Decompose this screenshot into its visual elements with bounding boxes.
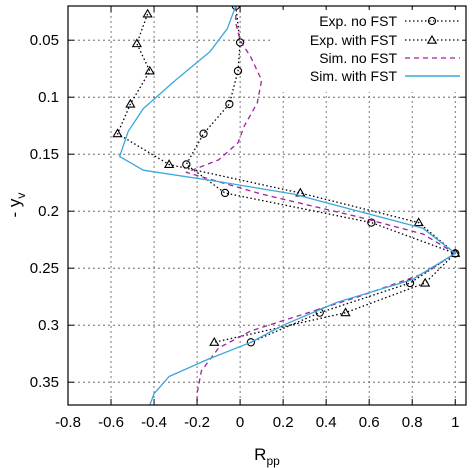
legend-label-exp-with-fst: Exp. with FST [310, 32, 398, 48]
data-point-exp-no-fst [199, 129, 208, 138]
data-point-exp-with-fst [413, 217, 424, 227]
data-point-exp-no-fst [220, 188, 230, 198]
legend-entry-exp-with-fst: Exp. with FST [310, 32, 460, 48]
data-point-exp-with-fst [340, 307, 351, 317]
x-tick-label: 1 [451, 414, 459, 431]
x-axis-label: Rpp [254, 445, 280, 468]
data-point-exp-no-fst [233, 66, 243, 76]
legend-entry-exp-no-fst: Exp. no FST [319, 13, 460, 29]
y-tick-label: 0.1 [38, 89, 59, 106]
y-axis-label: - yv [5, 193, 28, 218]
legend-label-exp-no-fst: Exp. no FST [319, 13, 397, 29]
y-tick-label: 0.3 [38, 317, 59, 334]
tick-labels: -0.8 -0.6 -0.4 -0.2 0 0.2 0.4 0.6 0.8 1 0.05 0.1 0.1… [30, 32, 460, 431]
legend-entry-sim-with-fst: Sim. with FST [310, 68, 460, 84]
x-tick-label: -0.2 [184, 414, 210, 431]
data-point-exp-no-fst [367, 218, 376, 227]
data-point-exp-with-fst [131, 38, 143, 48]
legend-entry-sim-no-fst: Sim. no FST [319, 50, 460, 66]
series-layer [112, 6, 461, 405]
ticks [67, 6, 466, 405]
series-line-exp-no-fst [185, 6, 456, 343]
y-tick-label: 0.25 [30, 260, 59, 277]
data-point-exp-with-fst [112, 128, 123, 138]
y-tick-label: 0.05 [30, 32, 59, 49]
x-tick-label: 0 [236, 414, 244, 431]
x-tick-label: 0.4 [316, 414, 337, 431]
legend-label-sim-no-fst: Sim. no FST [319, 50, 397, 66]
y-tick-label: 0.15 [30, 146, 59, 163]
data-point-exp-with-fst [209, 337, 220, 346]
data-point-exp-no-fst [235, 38, 245, 47]
legend: Exp. no FST Exp. with FST Sim. no FST Si… [270, 10, 462, 92]
series-line-sim-with-fst [118, 6, 456, 405]
data-point-exp-no-fst [246, 338, 256, 347]
data-point-exp-no-fst [225, 99, 234, 109]
x-tick-label: 0.2 [273, 414, 294, 431]
legend-label-sim-with-fst: Sim. with FST [310, 68, 398, 84]
x-tick-label: -0.8 [55, 414, 81, 431]
x-tick-label: -0.6 [98, 414, 124, 431]
y-tick-label: 0.35 [30, 374, 59, 391]
data-point-exp-with-fst [144, 65, 155, 75]
data-point-exp-no-fst [182, 160, 191, 169]
series-line-exp-with-fst [116, 13, 456, 343]
legend-marker-exp-with-fst [426, 34, 438, 44]
data-point-exp-with-fst [125, 98, 136, 108]
x-tick-label: 0.6 [359, 414, 380, 431]
data-point-exp-no-fst [405, 278, 415, 288]
data-point-exp-with-fst [163, 159, 175, 169]
x-tick-label: -0.4 [141, 414, 167, 431]
data-point-exp-with-fst [142, 8, 153, 18]
data-point-exp-with-fst [419, 277, 431, 287]
series-line-sim-no-fst [185, 6, 456, 405]
legend-marker-exp-no-fst [427, 16, 437, 26]
x-tick-label: 0.8 [402, 414, 423, 431]
y-tick-label: 0.2 [38, 203, 59, 220]
plot-frame [67, 5, 467, 406]
